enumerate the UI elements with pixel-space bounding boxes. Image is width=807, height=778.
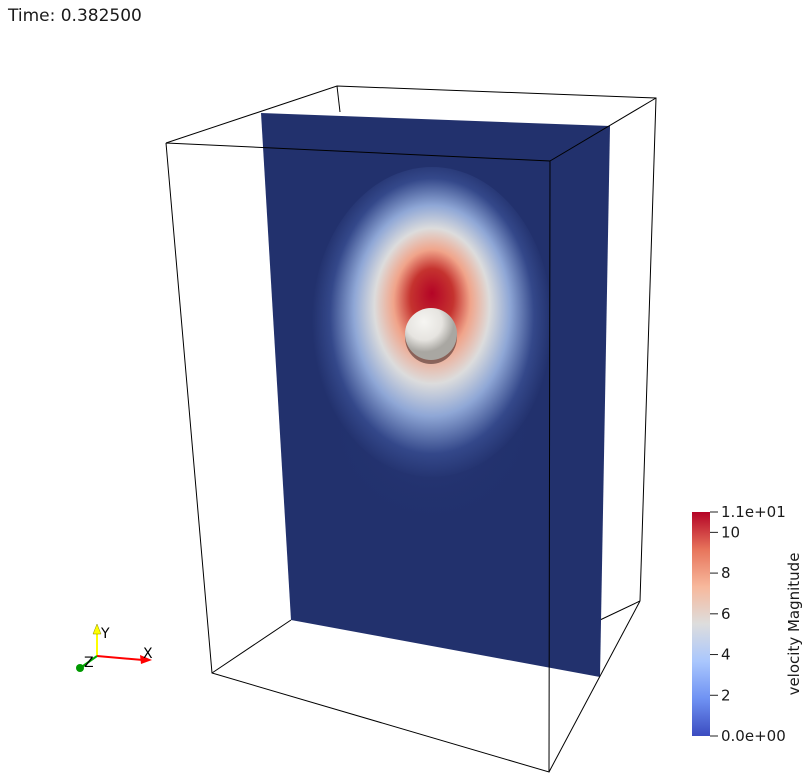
z-axis-label: Z bbox=[84, 655, 94, 671]
orientation-axes-widget: Y X Z bbox=[76, 623, 153, 672]
bounding-box-back bbox=[165, 85, 657, 621]
colorbar-tick-label: 2 bbox=[721, 686, 731, 704]
colorbar-tick-label: 10 bbox=[721, 523, 740, 541]
z-axis-arrow-icon bbox=[76, 664, 84, 672]
colorbar-tick-label: 4 bbox=[721, 646, 731, 664]
bounding-box-front bbox=[165, 97, 657, 773]
colorbar-tick-label: 1.1e+01 bbox=[721, 503, 786, 521]
y-axis-arrow-icon bbox=[92, 623, 102, 635]
velocity-slice bbox=[261, 113, 610, 677]
colorbar-tick-label: 8 bbox=[721, 564, 731, 582]
sphere-object bbox=[405, 308, 457, 364]
color-legend: 1.1e+01 10 8 6 4 2 0.0e+00 velocity Magnitude bbox=[692, 503, 803, 745]
colorbar-ticks: 1.1e+01 10 8 6 4 2 0.0e+00 bbox=[710, 503, 786, 745]
colorbar-tick-label: 0.0e+00 bbox=[721, 727, 786, 745]
colorbar-tick-label: 6 bbox=[721, 605, 731, 623]
colorbar-ramp bbox=[692, 512, 710, 736]
colorbar-title: velocity Magnitude bbox=[785, 553, 803, 696]
y-axis-label: Y bbox=[100, 626, 110, 642]
x-axis-arrow-icon bbox=[140, 655, 152, 664]
x-axis-label: X bbox=[143, 646, 153, 662]
time-annotation: Time: 0.382500 bbox=[8, 6, 142, 26]
